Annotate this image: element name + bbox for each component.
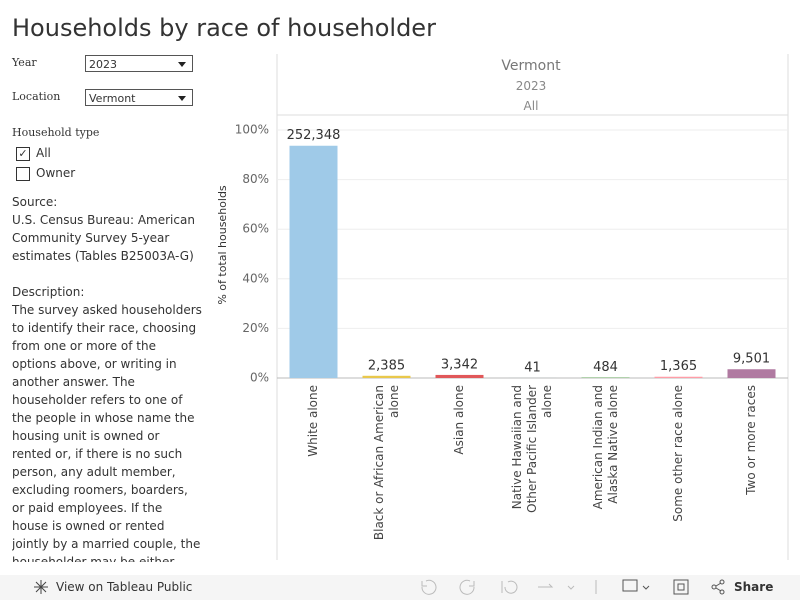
y-axis-title: % of total households [216, 185, 229, 305]
data-label: 484 [593, 360, 618, 375]
checkbox-label[interactable]: All [36, 146, 51, 160]
toolbar [0, 575, 800, 600]
bar [362, 375, 411, 378]
checkbox[interactable] [16, 167, 30, 181]
description-box: The survey asked householders to identif… [12, 301, 202, 562]
description-label: Description: [12, 285, 85, 299]
filter-label: Household type [12, 126, 100, 139]
bar [289, 145, 338, 378]
toolbar-icons [421, 579, 597, 595]
x-tick-label: Asian alone [452, 385, 466, 455]
bar [435, 374, 484, 378]
bar [727, 369, 776, 378]
checkbox-label[interactable]: Owner [36, 166, 76, 180]
y-tick-label: 100% [235, 123, 269, 137]
source-text: U.S. Census Bureau: American Community S… [12, 213, 195, 263]
toolbar-icons [622, 579, 725, 595]
data-label: 252,348 [287, 128, 341, 143]
x-tick-label: Native Hawaiian and Other Pacific Island… [510, 385, 554, 513]
filter-label: Year [12, 56, 37, 69]
source-label: Source: [12, 195, 58, 209]
data-label: 9,501 [733, 352, 770, 367]
x-tick-label: American Indian and Alaska Native alone [590, 385, 620, 510]
panel-header: Vermont [501, 58, 561, 74]
year-dropdown[interactable]: 2023 [85, 55, 193, 72]
panel-header: All [524, 99, 539, 113]
y-tick-label: 60% [242, 222, 269, 236]
data-label: 3,342 [441, 357, 478, 372]
share-button[interactable]: Share [734, 580, 773, 594]
x-tick-label: Black or African American alone [371, 385, 401, 541]
description-text: The survey asked householders to identif… [12, 303, 202, 562]
bar [654, 376, 703, 378]
x-tick-label: Some other race alone [671, 385, 685, 522]
checkbox-checked[interactable]: ✓ [16, 147, 30, 161]
tableau-icon [34, 580, 48, 594]
view-link[interactable]: View on Tableau Public [56, 580, 192, 594]
x-tick-label: Two or more races [744, 385, 758, 495]
y-tick-label: 80% [242, 172, 269, 186]
data-label: 1,365 [660, 359, 697, 374]
y-tick-label: 20% [242, 321, 269, 335]
page-title: Households by race of householder [12, 14, 436, 42]
location-dropdown[interactable]: Vermont [85, 89, 193, 106]
data-label: 41 [524, 360, 541, 375]
y-tick-label: 0% [250, 371, 269, 385]
panel-header: 2023 [516, 79, 547, 93]
data-label: 2,385 [368, 358, 405, 373]
x-tick-label: White alone [306, 385, 320, 457]
y-tick-label: 40% [242, 271, 269, 285]
filter-label: Location [12, 90, 61, 103]
